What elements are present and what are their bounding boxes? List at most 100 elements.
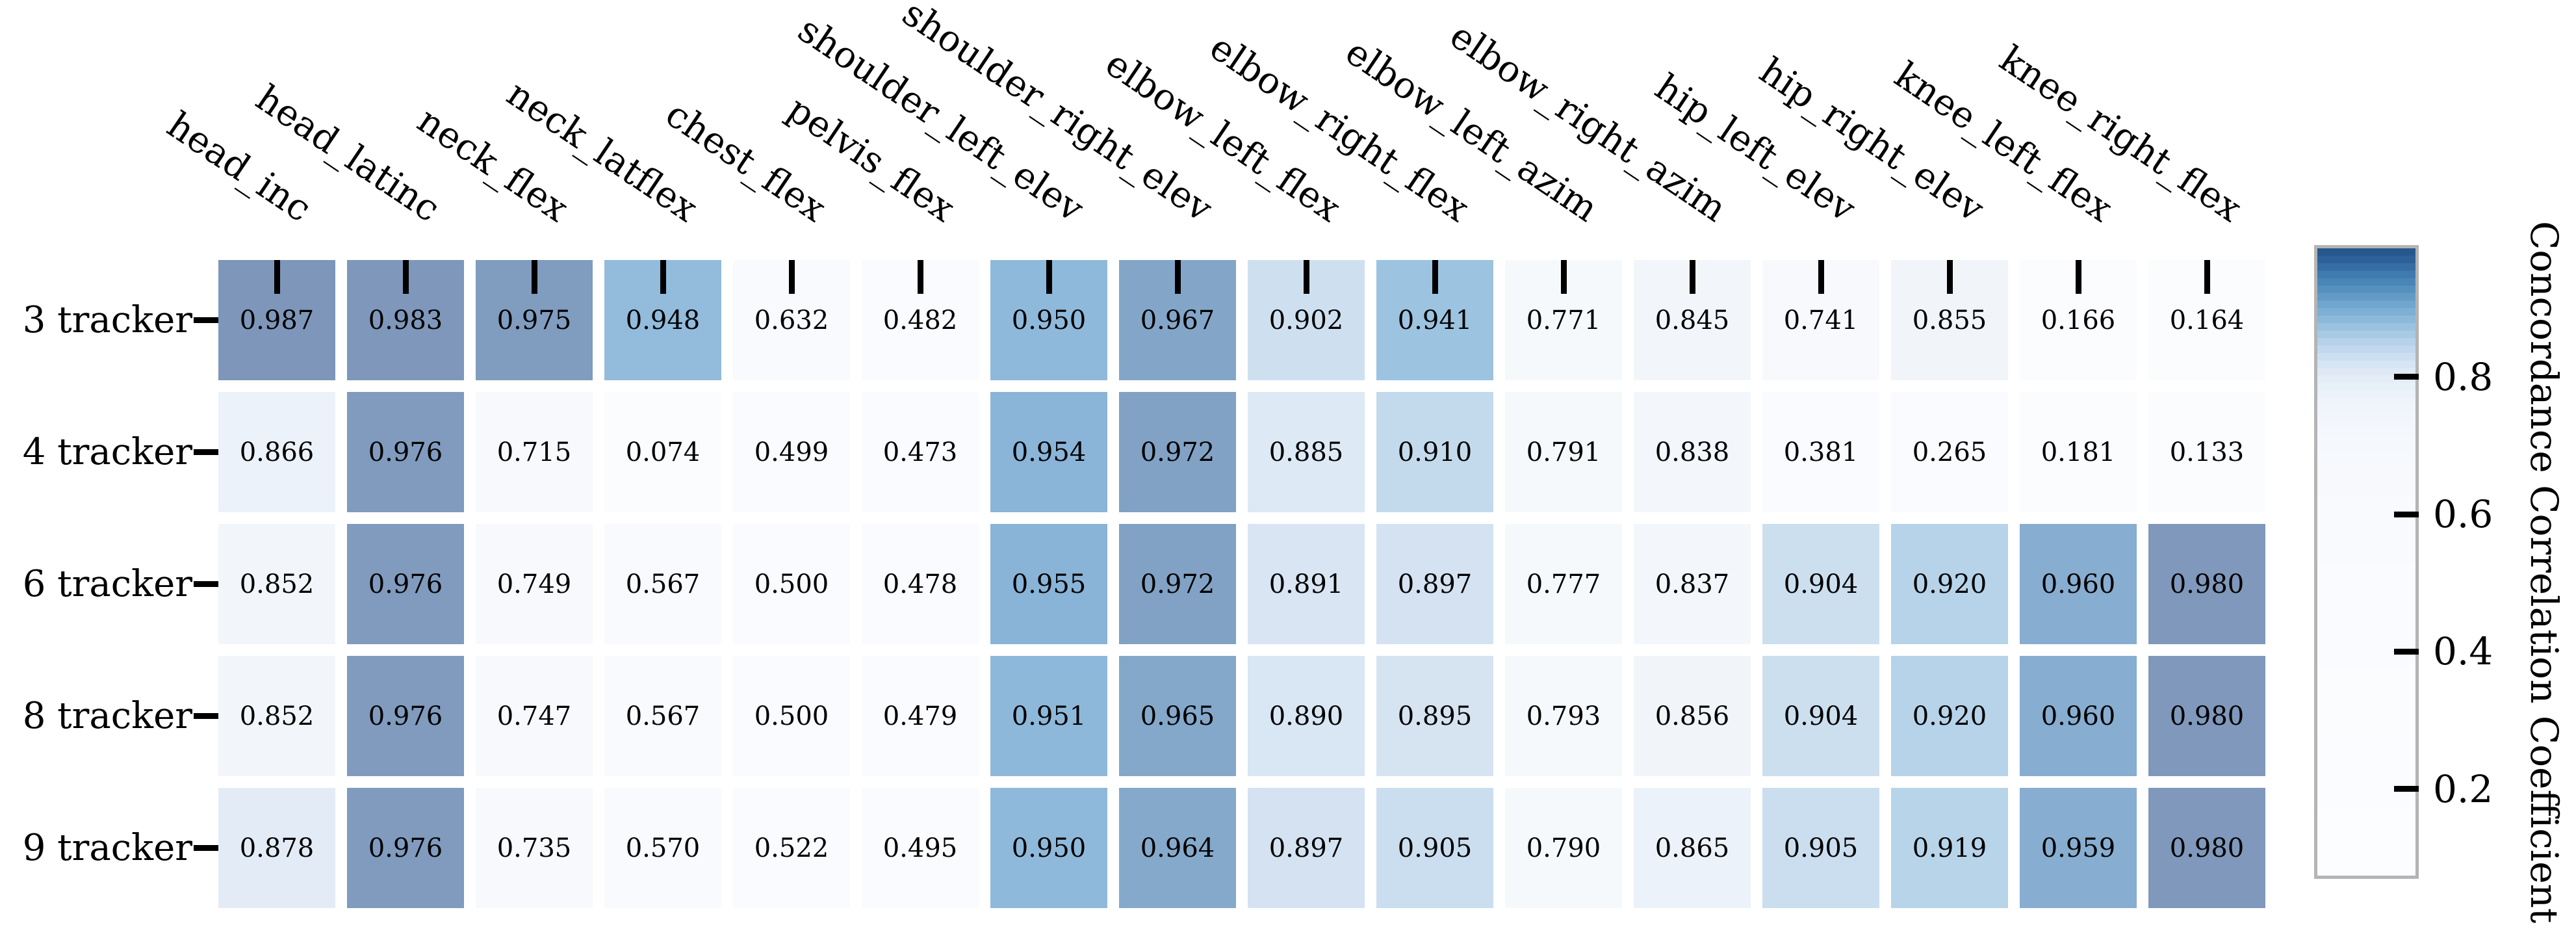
colorbar-tick-label: 0.2: [2433, 766, 2493, 811]
cell-value: 0.747: [496, 701, 572, 731]
heatmap-cell: 0.954: [990, 392, 1107, 512]
cell-value: 0.960: [2041, 569, 2116, 599]
cell-value: 0.791: [1526, 437, 1601, 467]
cell-value: 0.381: [1783, 437, 1859, 467]
y-tick-label: 9 tracker: [22, 826, 192, 869]
cell-value: 0.920: [1912, 701, 1987, 731]
heatmap-cell: 0.972: [1119, 524, 1236, 644]
x-tick-mark: [1046, 260, 1052, 294]
heatmap-cell: 0.790: [1505, 788, 1622, 908]
cell-value: 0.948: [625, 305, 701, 335]
heatmap-cell: 0.904: [1762, 524, 1879, 644]
cell-value: 0.852: [239, 569, 315, 599]
cell-value: 0.890: [1269, 701, 1344, 731]
cell-value: 0.954: [1011, 437, 1087, 467]
heatmap-cell: 0.959: [2020, 788, 2137, 908]
heatmap-cell: 0.891: [1248, 524, 1365, 644]
cell-value: 0.976: [368, 437, 443, 467]
colorbar-tick-label: 0.6: [2433, 492, 2493, 537]
heatmap-cell: 0.890: [1248, 656, 1365, 776]
cell-value: 0.715: [496, 437, 572, 467]
cell-value: 0.965: [1140, 701, 1215, 731]
cell-value: 0.951: [1011, 701, 1087, 731]
x-tick-mark: [1432, 260, 1438, 294]
colorbar: [2314, 245, 2419, 879]
y-tick-label: 8 tracker: [22, 694, 192, 737]
heatmap-cell: 0.852: [218, 656, 335, 776]
x-tick-mark: [2075, 260, 2081, 294]
cell-value: 0.902: [1269, 305, 1344, 335]
cell-value: 0.265: [1912, 437, 1987, 467]
y-tick-label: 3 tracker: [22, 298, 192, 341]
cell-value: 0.479: [882, 701, 958, 731]
cell-value: 0.895: [1397, 701, 1473, 731]
colorbar-title: Concordance Correlation Coefficient: [2522, 220, 2566, 924]
heatmap-cell: 0.976: [347, 392, 464, 512]
cell-value: 0.500: [754, 569, 829, 599]
cell-value: 0.735: [496, 833, 572, 863]
x-tick-mark: [788, 260, 795, 294]
colorbar-gradient: [2317, 248, 2415, 876]
heatmap-cell: 0.895: [1376, 656, 1493, 776]
x-tick-mark: [1689, 260, 1695, 294]
colorbar-tick-label: 0.4: [2433, 629, 2493, 674]
x-tick-mark: [274, 260, 280, 294]
heatmap-cell: 0.964: [1119, 788, 1236, 908]
cell-value: 0.837: [1655, 569, 1730, 599]
x-tick-mark: [1560, 260, 1567, 294]
cell-value: 0.074: [625, 437, 701, 467]
cell-value: 0.972: [1140, 437, 1215, 467]
heatmap-cell: 0.980: [2148, 656, 2265, 776]
heatmap-cell: 0.837: [1634, 524, 1751, 644]
heatmap-cell: 0.910: [1376, 392, 1493, 512]
cell-value: 0.950: [1011, 833, 1087, 863]
colorbar-tick-label: 0.8: [2433, 354, 2493, 399]
heatmap-cell: 0.749: [476, 524, 593, 644]
cell-value: 0.522: [754, 833, 829, 863]
cell-value: 0.856: [1655, 701, 1730, 731]
x-tick-mark: [2204, 260, 2210, 294]
cell-value: 0.980: [2169, 833, 2245, 863]
y-tick-label: 4 tracker: [22, 430, 192, 473]
cell-value: 0.499: [754, 437, 829, 467]
cell-value: 0.941: [1397, 305, 1473, 335]
cell-value: 0.482: [882, 305, 958, 335]
cell-value: 0.865: [1655, 833, 1730, 863]
cell-value: 0.133: [2169, 437, 2245, 467]
cell-value: 0.975: [496, 305, 572, 335]
heatmap-cell: 0.777: [1505, 524, 1622, 644]
cell-value: 0.959: [2041, 833, 2116, 863]
heatmap-cell: 0.567: [604, 656, 721, 776]
cell-value: 0.920: [1912, 569, 1987, 599]
x-tick-mark: [1818, 260, 1824, 294]
cell-value: 0.473: [882, 437, 958, 467]
cell-value: 0.919: [1912, 833, 1987, 863]
cell-value: 0.950: [1011, 305, 1087, 335]
heatmap-cell: 0.976: [347, 656, 464, 776]
heatmap-cell: 0.473: [862, 392, 979, 512]
heatmap-cell: 0.948: [604, 260, 721, 380]
y-tick-mark: [194, 449, 218, 455]
cell-value: 0.983: [368, 305, 443, 335]
heatmap-cell: 0.980: [2148, 524, 2265, 644]
heatmap-cell: 0.265: [1891, 392, 2008, 512]
cell-value: 0.976: [368, 701, 443, 731]
heatmap-cell: 0.495: [862, 788, 979, 908]
heatmap-cell: 0.960: [2020, 524, 2137, 644]
heatmap-cell: 0.522: [733, 788, 850, 908]
heatmap-cell: 0.570: [604, 788, 721, 908]
x-tick-mark: [917, 260, 923, 294]
heatmap-cell: 0.381: [1762, 392, 1879, 512]
heatmap-cell: 0.852: [218, 524, 335, 644]
heatmap-cell: 0.951: [990, 656, 1107, 776]
cell-value: 0.852: [239, 701, 315, 731]
heatmap-cell: 0.479: [862, 656, 979, 776]
x-tick-mark: [531, 260, 537, 294]
heatmap-cell: 0.499: [733, 392, 850, 512]
heatmap-cell: 0.878: [218, 788, 335, 908]
heatmap-cell: 0.793: [1505, 656, 1622, 776]
heatmap-cell: 0.905: [1376, 788, 1493, 908]
cell-value: 0.955: [1011, 569, 1087, 599]
y-tick-mark: [194, 317, 218, 323]
